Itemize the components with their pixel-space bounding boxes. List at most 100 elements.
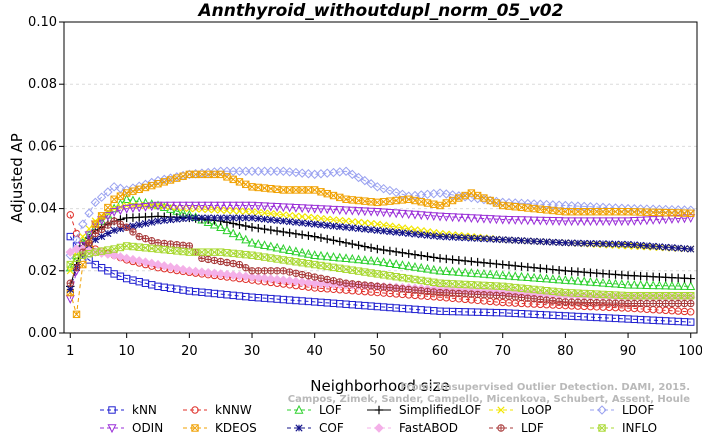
- data-point-kdeos: [91, 220, 100, 228]
- series-layer: [65, 166, 696, 326]
- data-point-cof: [66, 285, 74, 294]
- data-point-simplifiedlof: [454, 256, 464, 265]
- data-point-ldf: [148, 237, 156, 245]
- data-point-loop: [386, 222, 394, 230]
- data-point-odin: [535, 216, 545, 226]
- data-point-lof: [654, 280, 664, 290]
- data-point-loop: [160, 202, 168, 210]
- data-point-ldof: [435, 188, 445, 198]
- data-point-odin: [147, 202, 157, 212]
- x-tick-label: 90: [620, 344, 637, 359]
- data-point-loop: [273, 210, 281, 218]
- data-point-lof: [592, 277, 602, 287]
- data-point-inflo: [405, 274, 413, 283]
- data-point-fastabod: [172, 263, 182, 274]
- data-point-odin: [654, 215, 664, 225]
- data-point-ldf: [323, 275, 331, 284]
- data-point-ldf: [267, 267, 275, 275]
- data-point-inflo: [611, 291, 620, 299]
- data-point-odin: [636, 216, 646, 226]
- data-point-loop: [298, 213, 306, 221]
- data-point-simplifiedlof: [316, 233, 326, 243]
- data-point-odin: [328, 205, 339, 215]
- data-point-odin: [172, 201, 182, 211]
- data-point-fastabod: [247, 272, 257, 282]
- data-point-ldof: [366, 179, 376, 189]
- data-point-cof: [104, 229, 112, 238]
- data-point-simplifiedlof: [417, 251, 426, 260]
- legend-marker: [497, 424, 505, 432]
- x-tick-label: 20: [181, 344, 198, 359]
- data-point-kdeos: [687, 209, 695, 217]
- data-point-kdeos: [148, 181, 156, 190]
- data-point-cof: [166, 216, 175, 224]
- data-point-lof: [316, 250, 326, 260]
- data-point-odin: [422, 211, 433, 221]
- data-point-odin: [441, 212, 451, 222]
- data-point-fastabod: [165, 262, 176, 272]
- data-point-simplifiedlof: [348, 239, 357, 249]
- data-point-simplifiedlof: [504, 261, 514, 270]
- data-point-lof: [435, 265, 445, 275]
- data-point-lof: [661, 280, 671, 290]
- data-point-ldof: [266, 166, 276, 176]
- data-point-ldof: [635, 204, 646, 214]
- data-point-cof: [474, 234, 482, 243]
- data-point-ldf: [361, 281, 369, 289]
- data-point-cof: [254, 214, 262, 223]
- data-point-odin: [498, 215, 508, 225]
- data-point-ldof: [560, 200, 571, 211]
- data-point-fastabod: [253, 272, 263, 283]
- data-point-simplifiedlof: [272, 226, 282, 236]
- series-line-odin: [69, 204, 691, 299]
- data-point-lof: [310, 250, 320, 259]
- data-point-fastabod: [159, 261, 169, 271]
- data-point-cof: [680, 244, 689, 253]
- data-point-ldf: [655, 299, 664, 308]
- data-point-ldf: [473, 290, 482, 299]
- data-point-odin: [341, 206, 351, 216]
- data-point-odin: [592, 217, 602, 227]
- legend-item-knnw: kNNW: [183, 403, 252, 417]
- data-point-ldf: [304, 272, 313, 280]
- data-point-fastabod: [197, 267, 207, 277]
- data-point-fastabod: [266, 274, 276, 284]
- data-point-cof: [229, 214, 237, 222]
- data-point-lof: [379, 257, 389, 267]
- legend-label: LDOF: [622, 403, 654, 417]
- data-point-simplifiedlof: [304, 231, 313, 240]
- data-point-ldf: [367, 282, 375, 290]
- legend-item-fastabod: FastABOD: [367, 421, 458, 434]
- data-point-ldf: [185, 242, 194, 250]
- data-point-cof: [561, 239, 569, 247]
- data-point-cof: [668, 244, 676, 252]
- data-point-cof: [542, 238, 551, 246]
- data-point-ldof: [272, 166, 282, 176]
- data-point-simplifiedlof: [329, 236, 338, 245]
- data-point-odin: [410, 210, 420, 220]
- legend-label: LDF: [521, 421, 544, 434]
- data-point-ldof: [541, 199, 552, 210]
- data-point-ldf: [423, 287, 432, 296]
- data-point-ldf: [448, 289, 457, 297]
- data-point-fastabod: [190, 266, 201, 277]
- data-point-simplifiedlof: [536, 264, 545, 273]
- data-point-simplifiedlof: [260, 224, 269, 234]
- data-point-lof: [278, 243, 288, 253]
- data-point-odin: [178, 201, 188, 211]
- data-point-cof: [568, 239, 576, 247]
- data-point-ldf: [292, 269, 300, 277]
- data-point-cof: [611, 240, 620, 248]
- legend-label: INFLO: [622, 421, 657, 434]
- legend-marker: [107, 424, 117, 434]
- data-point-lof: [272, 242, 282, 252]
- data-point-fastabod: [278, 275, 289, 285]
- data-point-odin: [347, 206, 357, 216]
- data-point-fastabod: [303, 277, 314, 288]
- data-point-simplifiedlof: [448, 255, 457, 264]
- data-point-ldf: [129, 228, 137, 236]
- legend-label: ODIN: [132, 421, 163, 434]
- data-point-ldf: [580, 298, 588, 307]
- data-point-ldof: [667, 204, 677, 215]
- data-point-inflo: [354, 267, 363, 275]
